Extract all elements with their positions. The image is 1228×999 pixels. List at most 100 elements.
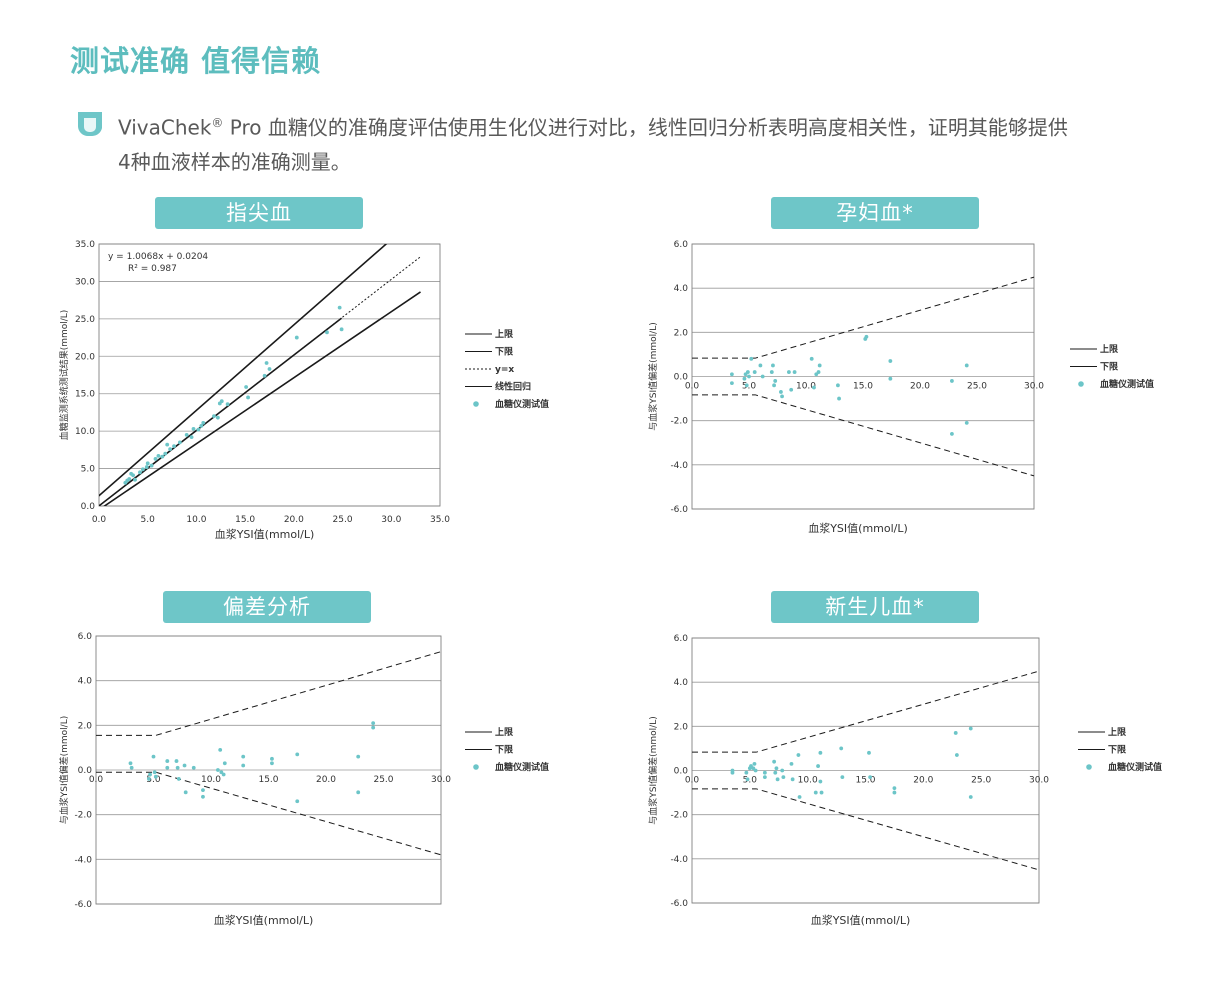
y-tick-label: 0.0 <box>81 502 96 512</box>
data-point <box>771 363 775 368</box>
data-point <box>745 370 750 374</box>
data-point <box>165 759 170 763</box>
x-axis-title: 血浆YSI值(mmol/L) <box>808 521 908 535</box>
data-point <box>809 356 814 361</box>
data-point <box>153 774 158 779</box>
data-point <box>371 721 376 725</box>
line-上限 <box>692 670 1040 753</box>
legend-marker <box>1086 764 1092 770</box>
data-point <box>356 790 361 795</box>
data-point <box>295 799 300 804</box>
x-tick-label: 25.0 <box>967 382 987 392</box>
data-point <box>128 761 133 766</box>
data-point <box>816 764 820 768</box>
line-上限 <box>99 244 388 497</box>
x-tick-label: 20.0 <box>316 775 336 785</box>
series-lines <box>692 670 1040 871</box>
data-point <box>222 761 227 766</box>
data-point <box>752 761 757 766</box>
chart-title-neonatal: 新生儿血* <box>771 591 979 623</box>
legend-label: 血糖仪测试值 <box>495 761 549 773</box>
x-tick-label: 0.0 <box>685 382 700 392</box>
data-point <box>744 770 749 775</box>
data-point <box>745 777 750 782</box>
y-tick-label: 2.0 <box>674 328 689 338</box>
data-point <box>817 363 822 368</box>
data-point <box>152 770 157 775</box>
data-point <box>131 473 136 478</box>
data-point <box>183 790 188 795</box>
data-point <box>864 334 869 339</box>
data-point <box>868 775 873 780</box>
data-point <box>968 726 973 731</box>
data-point <box>747 374 751 379</box>
y-tick-label: 35.0 <box>75 240 95 250</box>
data-point <box>730 770 735 775</box>
data-point <box>888 376 893 381</box>
legend-label: y=x <box>495 365 514 375</box>
data-point <box>730 381 734 386</box>
y-axis-title: 与血浆YSI值偏差(mmol/L) <box>647 322 659 430</box>
legend-label: 下限 <box>1100 362 1119 373</box>
data-point <box>129 765 134 770</box>
data-point <box>773 770 778 775</box>
data-point <box>172 444 176 449</box>
data-point <box>176 777 181 781</box>
y-tick-label: 15.0 <box>75 390 95 400</box>
data-point <box>221 772 226 777</box>
data-point <box>772 759 777 764</box>
data-point <box>953 731 958 735</box>
chart-title-pregnant: 孕妇血* <box>771 197 979 229</box>
legend-label: 线性回归 <box>495 381 531 393</box>
x-tick-label: 0.0 <box>89 775 104 785</box>
data-point <box>165 442 170 447</box>
data-point <box>818 750 823 755</box>
data-point <box>818 779 823 784</box>
data-point <box>836 383 840 388</box>
x-tick-label: 20.0 <box>910 382 930 392</box>
y-tick-label: 10.0 <box>75 427 95 437</box>
x-tick-label: 15.0 <box>853 382 873 392</box>
data-point <box>339 327 344 332</box>
data-point <box>140 467 145 472</box>
legend-label: 下限 <box>1108 745 1127 756</box>
data-point <box>215 415 220 420</box>
y-tick-label: 30.0 <box>75 277 95 287</box>
data-point <box>813 790 818 795</box>
y-axis-title: 血糖监测系统测试结果(mmol/L) <box>58 310 70 441</box>
x-tick-label: 10.0 <box>798 776 818 786</box>
chart-neonatal: -6.0 -4.0 -2.0 0.0 2.0 4.0 6.0 0.0 5.0 10.0 15.0 20… <box>647 634 1162 927</box>
data-point <box>840 775 845 780</box>
data-point <box>201 788 205 792</box>
data-point <box>201 421 206 425</box>
line-下限 <box>692 788 1040 871</box>
data-point <box>790 777 795 782</box>
data-point <box>177 440 182 445</box>
data-point <box>201 794 205 799</box>
legend-label: 下限 <box>495 347 514 358</box>
y-tick-label: 25.0 <box>75 315 95 325</box>
legend-label: 下限 <box>495 745 514 756</box>
plot-frame <box>98 243 441 507</box>
legend-label: 上限 <box>1100 343 1119 355</box>
data-point <box>796 753 801 757</box>
data-point <box>196 427 201 432</box>
y-tick-label: -4.0 <box>670 461 688 471</box>
legend-label: 上限 <box>495 328 514 340</box>
data-point <box>797 795 802 799</box>
data-point <box>133 477 137 482</box>
data-point <box>950 432 954 436</box>
data-point <box>968 795 973 799</box>
data-point <box>295 752 300 757</box>
plot-frame <box>95 635 442 905</box>
y-tick-label: -6.0 <box>670 505 688 515</box>
data-point <box>174 759 179 763</box>
data-point <box>789 761 794 766</box>
data-point <box>812 385 816 390</box>
x-tick-label: 10.0 <box>201 775 221 785</box>
data-point <box>954 753 959 757</box>
data-point <box>772 383 776 388</box>
data-point <box>191 426 196 431</box>
line-线性回归 <box>99 317 343 506</box>
